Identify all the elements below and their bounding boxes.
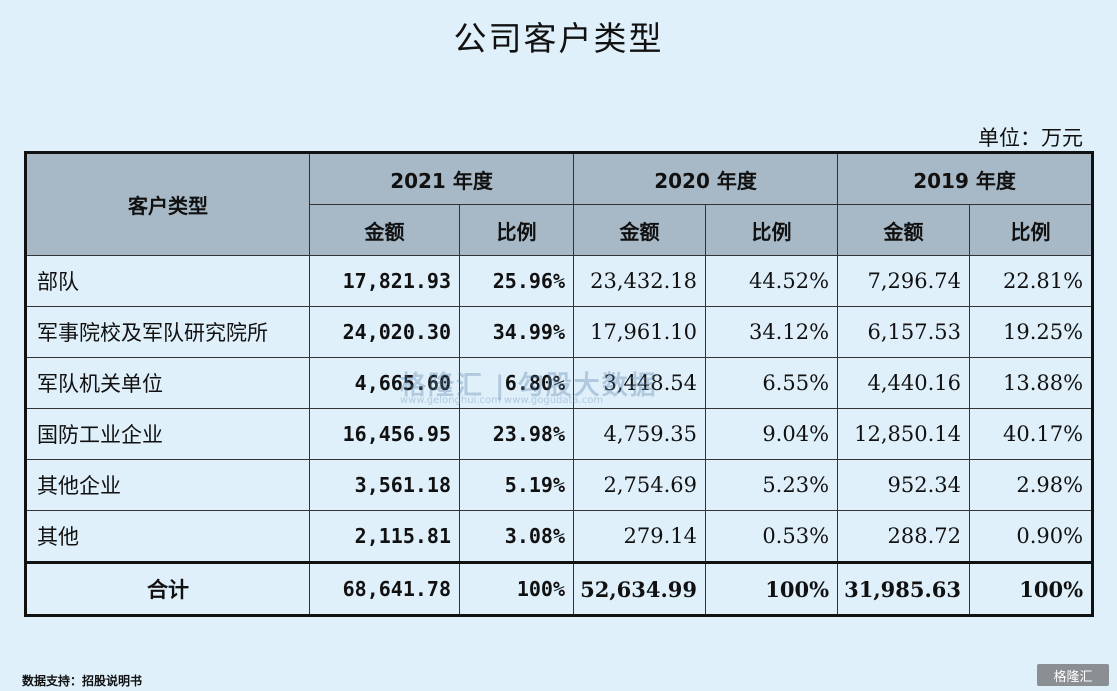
cell-amount: 7,296.74 [837, 255, 971, 307]
cell-ratio: 3.08% [458, 510, 575, 563]
header-category: 客户类型 [25, 152, 310, 256]
cell-amount: 4,665.60 [309, 357, 460, 409]
cell-ratio: 22.81% [969, 255, 1094, 307]
cell-customer-type: 部队 [25, 255, 310, 307]
cell-amount: 2,754.69 [573, 459, 707, 511]
header-amount: 金额 [837, 204, 971, 256]
unit-label: 单位：万元 [978, 126, 1083, 150]
cell-ratio: 100% [458, 561, 575, 616]
cell-amount: 4,440.16 [837, 357, 971, 409]
cell-ratio: 9.04% [705, 408, 839, 460]
cell-amount: 288.72 [837, 510, 971, 563]
cell-customer-type: 其他 [25, 510, 310, 563]
cell-amount: 2,115.81 [309, 510, 460, 563]
table-row: 军队机关单位 4,665.60 6.80% 3,448.54 6.55% 4,440.16… [25, 357, 1094, 409]
table-row: 军事院校及军队研究院所 24,020.30 34.99% 17,961.10 34.12… [25, 306, 1094, 358]
cell-ratio: 19.25% [969, 306, 1094, 358]
cell-customer-type: 军事院校及军队研究院所 [25, 306, 310, 358]
cell-amount: 17,821.93 [309, 255, 460, 307]
table-row: 国防工业企业 16,456.95 23.98% 4,759.35 9.04% 12,850… [25, 408, 1094, 460]
cell-customer-type: 国防工业企业 [25, 408, 310, 460]
table-row: 其他企业 3,561.18 5.19% 2,754.69 5.23% 952.34 2.98… [25, 459, 1094, 511]
cell-customer-type: 合计 [25, 561, 310, 616]
header-year-2019: 2019 年度 [837, 152, 1094, 205]
cell-amount: 16,456.95 [309, 408, 460, 460]
cell-ratio: 44.52% [705, 255, 839, 307]
header-year-2021: 2021 年度 [308, 152, 575, 205]
table-row: 部队 17,821.93 25.96% 23,432.18 44.52% 7,296.74… [25, 255, 1094, 307]
cell-ratio: 23.98% [458, 408, 575, 460]
source-note: 数据支持：招股说明书 [22, 674, 143, 688]
cell-amount: 6,157.53 [837, 306, 971, 358]
cell-amount: 4,759.35 [573, 408, 707, 460]
header-amount: 金额 [573, 204, 707, 256]
cell-amount: 952.34 [837, 459, 971, 511]
cell-ratio: 0.90% [969, 510, 1094, 563]
cell-amount: 3,448.54 [573, 357, 707, 409]
cell-amount: 23,432.18 [573, 255, 707, 307]
page-title: 公司客户类型 [453, 19, 664, 58]
cell-ratio: 5.23% [705, 459, 839, 511]
cell-amount: 24,020.30 [309, 306, 460, 358]
cell-ratio: 25.96% [458, 255, 575, 307]
cell-ratio: 6.55% [705, 357, 839, 409]
cell-ratio: 100% [705, 561, 839, 616]
cell-amount: 68,641.78 [309, 561, 460, 616]
header-ratio: 比例 [705, 204, 839, 256]
header-year-2020: 2020 年度 [573, 152, 839, 205]
cell-ratio: 40.17% [969, 408, 1094, 460]
header-amount: 金额 [309, 204, 460, 256]
cell-amount: 12,850.14 [837, 408, 971, 460]
cell-amount: 17,961.10 [573, 306, 707, 358]
cell-amount: 31,985.63 [837, 561, 971, 616]
cell-ratio: 6.80% [458, 357, 575, 409]
cell-customer-type: 军队机关单位 [25, 357, 310, 409]
cell-amount: 3,561.18 [309, 459, 460, 511]
cell-ratio: 34.12% [705, 306, 839, 358]
table-row: 其他 2,115.81 3.08% 279.14 0.53% 288.72 0.90% [25, 510, 1094, 563]
cell-amount: 279.14 [573, 510, 707, 563]
cell-ratio: 2.98% [969, 459, 1094, 511]
header-ratio: 比例 [458, 204, 575, 256]
cell-customer-type: 其他企业 [25, 459, 310, 511]
cell-ratio: 100% [969, 561, 1094, 616]
header-ratio: 比例 [969, 204, 1094, 256]
customer-type-table: 客户类型 2021 年度 2020 年度 2019 年度 金额 比例 金额 比例… [24, 151, 1095, 617]
cell-ratio: 0.53% [705, 510, 839, 563]
cell-ratio: 5.19% [458, 459, 575, 511]
cell-ratio: 13.88% [969, 357, 1094, 409]
cell-ratio: 34.99% [458, 306, 575, 358]
table-row: 合计 68,641.78 100% 52,634.99 100% 31,985.63 100… [25, 561, 1094, 616]
gelonghui-logo: 格隆汇 [1037, 664, 1109, 686]
cell-amount: 52,634.99 [573, 561, 707, 616]
